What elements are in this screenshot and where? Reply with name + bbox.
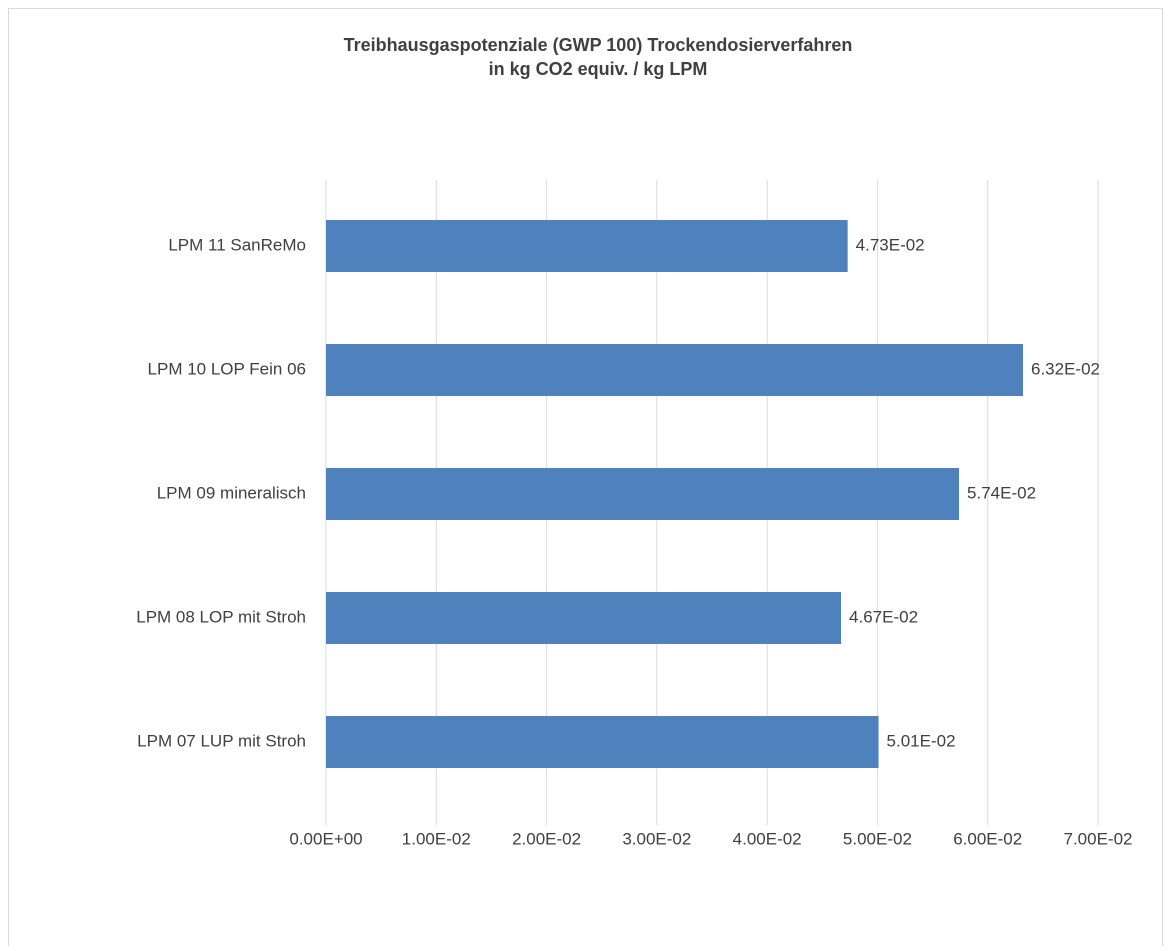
- y-tick-label: LPM 08 LOP mit Stroh: [136, 607, 306, 626]
- x-tick-label: 3.00E-02: [622, 829, 691, 848]
- chart-title: Treibhausgaspotenziale (GWP 100) Trocken…: [344, 35, 853, 55]
- bar: [326, 220, 848, 272]
- x-tick-label: 5.00E-02: [843, 829, 912, 848]
- x-tick-label: 6.00E-02: [953, 829, 1022, 848]
- bar: [326, 716, 879, 768]
- x-tick-label: 7.00E-02: [1064, 829, 1133, 848]
- bar: [326, 468, 960, 520]
- data-label: 5.01E-02: [887, 731, 956, 750]
- chart-title: in kg CO2 equiv. / kg LPM: [489, 59, 708, 79]
- data-label: 5.74E-02: [967, 483, 1036, 502]
- data-label: 6.32E-02: [1031, 359, 1100, 378]
- data-label: 4.67E-02: [849, 607, 918, 626]
- bar: [326, 592, 842, 644]
- y-tick-label: LPM 07 LUP mit Stroh: [137, 731, 306, 750]
- data-label: 4.73E-02: [856, 235, 925, 254]
- x-tick-label: 0.00E+00: [289, 829, 362, 848]
- y-tick-label: LPM 11 SanReMo: [168, 235, 306, 254]
- y-tick-label: LPM 09 mineralisch: [157, 483, 306, 502]
- y-tick-label: LPM 10 LOP Fein 06: [148, 359, 306, 378]
- x-tick-label: 1.00E-02: [402, 829, 471, 848]
- bar: [326, 344, 1024, 396]
- x-tick-label: 2.00E-02: [512, 829, 581, 848]
- x-tick-label: 4.00E-02: [733, 829, 802, 848]
